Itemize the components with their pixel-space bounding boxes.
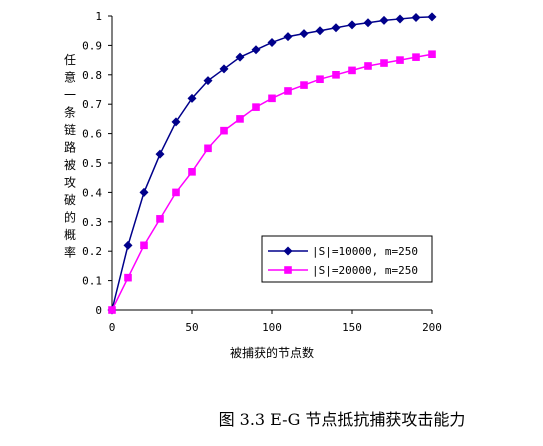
y-tick-label: 0.1	[82, 275, 102, 288]
y-tick-label: 0	[95, 304, 102, 317]
series-2	[108, 50, 436, 314]
series-1-point	[315, 26, 325, 36]
figure-caption: 图 3.3 E-G 节点抵抗捕获攻击能力	[219, 410, 466, 429]
series-2-point	[428, 50, 436, 59]
series-2-point	[188, 168, 196, 176]
y-axis-title-char: 任	[64, 53, 76, 67]
series-1-point	[235, 52, 245, 62]
series-2-point	[380, 59, 388, 67]
legend-label: |S|=20000, m=250	[312, 264, 418, 277]
y-tick-label: 0.5	[82, 157, 102, 170]
series-2-point	[252, 103, 260, 111]
y-axis-title-char: 率	[64, 245, 76, 260]
series-1-point	[347, 20, 357, 30]
y-axis-title-char: 一	[64, 88, 76, 102]
legend-marker	[284, 266, 292, 274]
legend-box	[261, 235, 433, 283]
series-2-point	[412, 53, 420, 61]
y-tick-label: 0.2	[82, 245, 102, 258]
series-1-point	[123, 240, 133, 250]
series-1-point	[427, 12, 437, 22]
series-1-point	[395, 14, 405, 24]
y-axis-title-text: 任意一条链路被攻破的概率	[64, 53, 76, 260]
series-2-point	[284, 87, 292, 95]
series-2-point	[156, 215, 164, 223]
axes: 0 0.1 0.2 0.3 0.4 0.5 0.6 0.7 0.8 0.9 1 0 50 100 150 20…	[82, 10, 442, 334]
series-1-point	[379, 15, 389, 25]
y-axis-title-char: 路	[64, 140, 76, 155]
series-1-point	[171, 117, 181, 127]
series-2-point	[396, 56, 404, 64]
series-2-point	[220, 126, 228, 135]
y-axis-title-char: 概	[64, 228, 76, 242]
series-2-point	[172, 188, 180, 197]
series-2-point	[332, 71, 340, 79]
series-1	[107, 12, 437, 315]
series-1-point	[411, 12, 421, 22]
series-2-point	[364, 62, 372, 70]
x-tick-label: 0	[109, 321, 116, 334]
y-axis-title-char: 破	[64, 192, 76, 207]
y-axis-title-char: 意	[64, 70, 76, 85]
x-tick-label: 150	[342, 321, 362, 334]
series-2-point	[108, 306, 116, 314]
series-1-point	[203, 76, 213, 86]
y-axis-title-char: 的	[64, 210, 76, 225]
y-axis-title-char: 被	[64, 158, 76, 172]
x-tick-label: 200	[422, 321, 442, 334]
x-tick-label: 50	[185, 321, 198, 334]
series-1-point	[267, 37, 277, 47]
y-tick-label: 0.7	[82, 98, 102, 111]
y-tick-label: 0.6	[82, 128, 102, 141]
y-tick-label: 0.4	[82, 186, 102, 199]
series-2-point	[236, 115, 244, 123]
y-axis-title: 任意一条链路被攻破的概率	[64, 53, 76, 260]
legend-marker	[283, 246, 293, 256]
series-1-point	[155, 149, 165, 159]
y-axis-title-char: 攻	[64, 176, 76, 190]
series-2-point	[268, 94, 276, 103]
legend-label: |S|=10000, m=250	[312, 245, 418, 258]
y-tick-label: 0.8	[82, 69, 102, 82]
series-layer	[107, 12, 437, 315]
legend: |S|=10000, m=250 |S|=20000, m=250	[261, 235, 433, 283]
y-axis-title-char: 链	[64, 122, 76, 137]
series-2-point	[204, 144, 212, 153]
series-1-point	[363, 18, 373, 28]
x-tick-label: 100	[262, 321, 282, 334]
series-2-point	[348, 66, 356, 75]
x-axis-title: 被捕获的节点数	[230, 345, 314, 360]
series-2-point	[140, 241, 148, 250]
series-1-point	[187, 93, 197, 103]
y-axis-title-char: 条	[64, 106, 76, 120]
series-1-point	[331, 23, 341, 33]
series-1-point	[219, 64, 229, 74]
series-1-point	[299, 29, 309, 39]
y-tick-label: 1	[95, 10, 102, 23]
series-2-point	[124, 273, 132, 282]
series-1-point	[139, 187, 149, 197]
y-tick-label: 0.9	[82, 39, 102, 52]
y-tick-label: 0.3	[82, 216, 102, 229]
series-2-point	[300, 81, 308, 89]
series-1-point	[251, 45, 261, 55]
series-2-point	[316, 75, 324, 84]
series-1-point	[283, 32, 293, 42]
